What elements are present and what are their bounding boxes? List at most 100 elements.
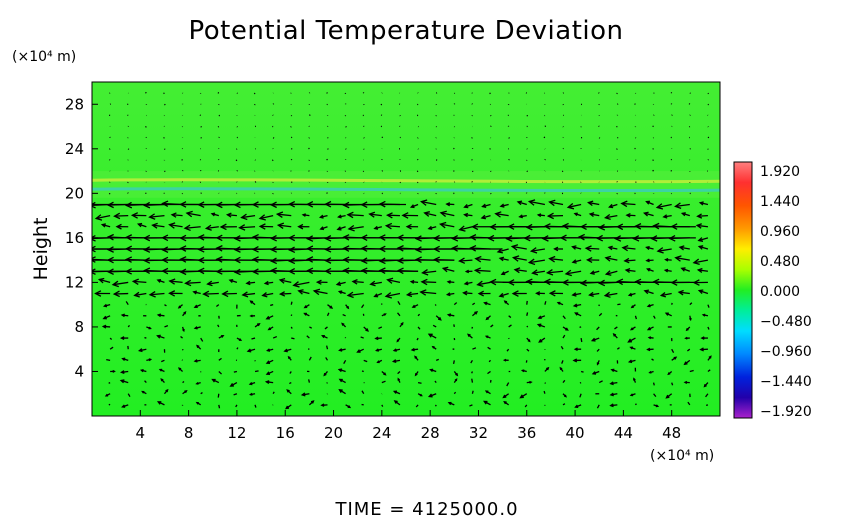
wind-arrow xyxy=(621,202,636,206)
wind-arrow xyxy=(217,393,220,398)
wind-arrow-head xyxy=(511,255,520,262)
wind-arrow-head xyxy=(329,305,334,309)
wind-arrow xyxy=(152,224,165,228)
wind-arrow-head xyxy=(94,214,103,221)
y-tick-label: 20 xyxy=(65,184,84,202)
wind-arrow-head xyxy=(464,269,470,274)
wind-arrow xyxy=(605,292,618,297)
wind-arrow-head xyxy=(179,268,187,276)
wind-arrow xyxy=(416,248,437,251)
wind-arrow-head xyxy=(351,279,358,285)
wind-arrow xyxy=(506,382,510,387)
wind-arrow xyxy=(399,181,402,184)
wind-arrow-head xyxy=(670,279,678,286)
wind-vectors xyxy=(92,91,712,410)
wind-arrow xyxy=(616,148,618,150)
wind-arrow-head xyxy=(396,234,404,242)
wind-arrow xyxy=(531,248,545,252)
wind-arrow xyxy=(544,280,564,284)
wind-arrow-head xyxy=(148,326,152,330)
wind-arrow-head xyxy=(229,383,234,387)
wind-arrow-head xyxy=(414,246,422,253)
wind-arrow xyxy=(508,315,512,319)
wind-arrow xyxy=(398,247,419,250)
wind-arrow-head xyxy=(228,278,234,283)
wind-arrow xyxy=(343,269,364,272)
wind-arrow-head xyxy=(634,278,642,286)
wind-arrow xyxy=(380,114,383,116)
wind-arrow xyxy=(127,393,131,398)
wind-arrow xyxy=(169,224,183,228)
wind-arrow xyxy=(614,326,618,330)
wind-arrow-head xyxy=(620,200,628,208)
wind-arrow-head xyxy=(597,224,606,231)
wind-arrow-head xyxy=(192,290,197,295)
wind-arrow xyxy=(615,237,636,240)
wind-arrow xyxy=(233,370,238,373)
wind-arrow-head xyxy=(256,322,261,327)
wind-arrow-head xyxy=(373,293,379,298)
wind-arrow xyxy=(92,237,111,240)
wind-arrow xyxy=(470,359,473,364)
wind-arrow-head xyxy=(287,246,296,254)
wind-arrow xyxy=(671,348,675,353)
wind-arrow-head xyxy=(516,200,523,206)
wind-arrow-head xyxy=(148,291,156,298)
wind-arrow-head xyxy=(378,200,386,208)
wind-arrow-head xyxy=(588,212,595,218)
x-axis-unit: (×10⁴ m) xyxy=(650,448,714,464)
wind-arrow-head xyxy=(156,401,162,405)
wind-arrow-head xyxy=(655,203,664,210)
chart-title: Potential Temperature Deviation xyxy=(189,16,624,46)
wind-arrow-head xyxy=(384,222,393,230)
wind-arrow-head xyxy=(565,327,569,331)
wind-arrow-head xyxy=(487,234,495,242)
band-halo xyxy=(92,171,720,198)
wind-arrow-head xyxy=(572,303,578,308)
wind-arrow xyxy=(381,404,384,407)
wind-arrow xyxy=(542,237,564,240)
wind-arrow-head xyxy=(513,267,521,274)
time-readout: TIME = 4125000.0 xyxy=(334,499,518,519)
wind-arrow xyxy=(598,137,601,139)
wind-arrow xyxy=(271,269,292,272)
wind-arrow-head xyxy=(111,280,119,288)
wind-arrow-head xyxy=(360,201,368,208)
wind-arrow-head xyxy=(400,321,404,326)
wind-arrow-head xyxy=(197,246,205,253)
wind-arrow xyxy=(200,392,203,395)
wind-arrow-head xyxy=(645,245,650,250)
wind-arrow-head xyxy=(92,235,96,242)
wind-arrow xyxy=(471,378,474,383)
wind-arrow-head xyxy=(360,234,368,242)
wind-arrow-head xyxy=(623,257,630,264)
wind-arrow xyxy=(144,203,165,207)
wind-arrow-head xyxy=(543,278,551,286)
wind-arrow-head xyxy=(535,291,541,296)
wind-arrow-head xyxy=(584,245,592,252)
wind-arrow xyxy=(218,136,220,139)
wind-arrow-head xyxy=(489,278,497,286)
wind-arrow xyxy=(216,203,237,206)
wind-arrow xyxy=(596,348,600,352)
wind-arrow-head xyxy=(119,336,125,341)
wind-arrow-head xyxy=(480,214,487,220)
wind-arrow-head xyxy=(342,245,350,252)
wind-arrow xyxy=(512,245,527,250)
wind-arrow-head xyxy=(337,290,343,295)
wind-arrow xyxy=(198,236,219,239)
wind-arrow-head xyxy=(646,347,651,352)
wind-arrow-head xyxy=(473,267,482,274)
wind-arrow-head xyxy=(310,400,315,404)
wind-arrow-head xyxy=(148,358,153,362)
wind-arrow xyxy=(280,292,292,295)
wind-arrow-head xyxy=(378,267,386,274)
wind-arrow xyxy=(561,170,564,173)
wind-arrow-head xyxy=(168,290,176,297)
wind-arrow-head xyxy=(680,267,686,272)
wind-arrow-head xyxy=(161,267,169,275)
wind-arrow xyxy=(290,126,292,128)
wind-arrow-head xyxy=(324,257,332,264)
wind-arrow-head xyxy=(645,258,650,263)
wind-arrow-head xyxy=(143,201,151,209)
